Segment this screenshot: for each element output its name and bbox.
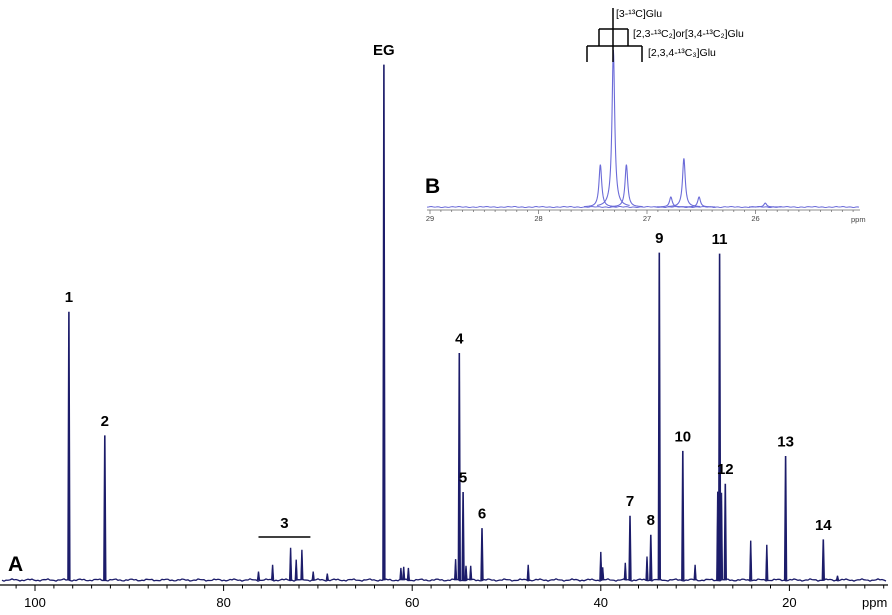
minor-peak — [406, 567, 411, 581]
peak-label-8: 8 — [647, 512, 655, 529]
inset-peak — [682, 196, 716, 208]
inset-peak — [610, 164, 643, 208]
peak-7 — [628, 515, 632, 581]
minor-peak — [835, 575, 840, 581]
inset-spectrum-baseline — [426, 205, 860, 209]
minor-peak — [300, 549, 304, 581]
minor-peak — [645, 556, 649, 581]
region-label-3: 3 — [280, 515, 288, 532]
inset-peak — [748, 202, 782, 208]
inset-tick-label: 28 — [534, 214, 542, 223]
minor-peak — [270, 564, 275, 581]
peak-label-9: 9 — [655, 230, 663, 247]
peak-label-7: 7 — [626, 493, 634, 510]
inset-peak — [584, 164, 617, 208]
peak-eg — [382, 64, 386, 581]
main-spectrum-baseline-group — [1, 578, 887, 582]
x-tick-label: 80 — [216, 595, 230, 610]
peak-label-4: 4 — [455, 330, 464, 347]
inset-peak — [654, 196, 688, 208]
peak-label-14: 14 — [815, 517, 832, 534]
panel-label-b: B — [425, 175, 440, 198]
peak-label-10: 10 — [674, 428, 691, 445]
minor-peak — [399, 567, 403, 581]
main-peaks — [67, 64, 840, 581]
peak-10 — [681, 450, 685, 581]
minor-peak — [693, 564, 697, 581]
peak-11 — [717, 253, 722, 581]
minor-peak — [765, 544, 769, 581]
annotation-13c3-glu: [2,3,4-¹³C₃]Glu — [648, 47, 716, 59]
inset-x-axis-label: ppm — [851, 215, 866, 224]
peak-9 — [657, 252, 662, 581]
peak-label-2: 2 — [101, 413, 109, 430]
peak-label-eg: EG — [373, 42, 395, 59]
minor-peak — [325, 573, 329, 581]
minor-peak — [288, 547, 293, 581]
inset-spectrum-panel: 29 28 27 26 ppm B [3-¹³C]Glu [2,3-¹³C₂]or[3… — [425, 8, 866, 224]
peak-13 — [783, 456, 788, 581]
peak-label-6: 6 — [478, 506, 486, 523]
minor-peak — [402, 566, 406, 581]
minor-peak — [294, 559, 298, 581]
peak-5 — [461, 492, 465, 581]
inset-tick-label: 29 — [426, 214, 434, 223]
minor-peak — [526, 564, 530, 581]
inset-tick-label: 27 — [643, 214, 651, 223]
peak-8 — [649, 534, 653, 581]
minor-peak — [749, 540, 753, 581]
main-x-axis-label: ppm — [862, 595, 887, 610]
inset-peak — [667, 158, 701, 208]
peak-label-13: 13 — [777, 433, 794, 450]
peak-14 — [821, 539, 826, 581]
peak-label-12: 12 — [717, 461, 734, 478]
peak-label-11: 11 — [712, 231, 728, 248]
peak-label-5: 5 — [459, 469, 467, 486]
x-tick-label: 20 — [782, 595, 796, 610]
minor-peak — [464, 565, 468, 581]
inset-tick-label: 26 — [751, 214, 759, 223]
minor-peak — [623, 562, 627, 581]
panel-label-a: A — [8, 553, 23, 576]
inset-x-axis: 29 28 27 26 — [426, 209, 860, 223]
annotation-13c2-glu: [2,3-¹³C₂]or[3,4-¹³C₂]Glu — [633, 28, 744, 40]
peak-label-1: 1 — [65, 289, 73, 306]
annotation-3-13c-glu: [3-¹³C]Glu — [616, 8, 662, 20]
inset-spectrum-baseline-group — [426, 205, 860, 209]
x-tick-label: 100 — [24, 595, 46, 610]
inset-peaks — [584, 49, 782, 208]
peak-6 — [480, 528, 484, 581]
peak-2 — [103, 435, 107, 581]
x-tick-label: 60 — [405, 595, 419, 610]
peak-1 — [67, 311, 71, 581]
main-spectrum-baseline — [1, 578, 887, 582]
minor-peak — [256, 571, 261, 581]
minor-peak — [469, 565, 473, 581]
peak-12 — [723, 483, 728, 581]
multiplet-tree — [586, 8, 643, 62]
x-tick-label: 40 — [594, 595, 608, 610]
peak-4 — [457, 353, 462, 581]
minor-peak — [601, 567, 605, 581]
minor-peak — [311, 571, 315, 581]
main-x-axis: 100 80 60 40 20 — [0, 584, 888, 610]
minor-peak — [453, 559, 458, 581]
